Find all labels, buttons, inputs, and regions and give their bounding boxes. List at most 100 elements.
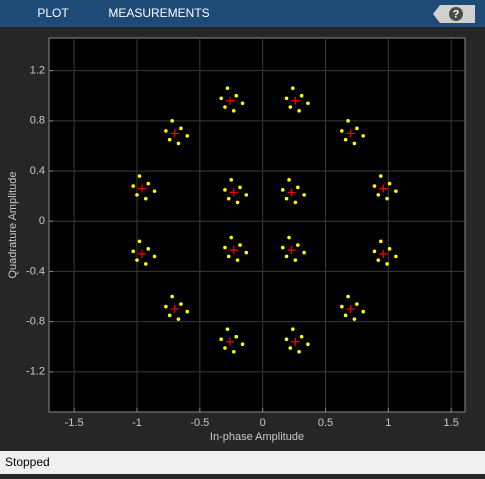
symbol-point bbox=[296, 243, 300, 247]
symbol-point bbox=[219, 96, 223, 101]
symbol-point bbox=[346, 119, 350, 123]
symbol-point bbox=[297, 108, 301, 113]
symbol-point bbox=[284, 96, 289, 101]
symbol-point bbox=[235, 258, 240, 262]
reference-point bbox=[346, 305, 355, 314]
reference-point bbox=[138, 184, 147, 193]
reference-point bbox=[138, 249, 147, 258]
symbol-point bbox=[361, 309, 365, 314]
x-tick-label: -1 bbox=[132, 417, 142, 429]
reference-point bbox=[170, 129, 179, 138]
symbol-point bbox=[291, 327, 295, 331]
symbol-point bbox=[226, 254, 231, 259]
symbol-point bbox=[152, 189, 157, 193]
symbol-point bbox=[288, 346, 293, 350]
symbol-point bbox=[394, 254, 398, 259]
symbol-point bbox=[244, 193, 249, 197]
help-icon bbox=[449, 7, 463, 21]
symbol-point bbox=[167, 137, 172, 142]
x-tick-label: 1 bbox=[385, 417, 391, 429]
symbol-point bbox=[296, 185, 300, 190]
symbol-point bbox=[293, 200, 298, 205]
symbol-point bbox=[284, 254, 289, 259]
toolbar bbox=[0, 0, 485, 27]
x-axis-label: In-phase Amplitude bbox=[210, 431, 304, 443]
reference-point bbox=[170, 305, 179, 314]
x-tick-label: -0.5 bbox=[190, 417, 209, 429]
tab[interactable]: MEASUREMENTS bbox=[108, 6, 209, 20]
reference-point bbox=[379, 249, 388, 258]
symbol-point bbox=[234, 93, 239, 98]
symbol-point bbox=[352, 141, 357, 146]
y-tick-label: -0.4 bbox=[26, 265, 45, 277]
symbol-point bbox=[146, 181, 151, 186]
symbol-point bbox=[287, 178, 291, 182]
symbol-point bbox=[176, 317, 181, 321]
symbol-point bbox=[167, 313, 172, 318]
symbol-point bbox=[302, 193, 306, 197]
symbol-point bbox=[223, 188, 227, 192]
symbol-point bbox=[387, 247, 392, 251]
symbol-point bbox=[355, 126, 359, 131]
symbol-point bbox=[240, 342, 245, 347]
y-tick-label: 0 bbox=[39, 215, 45, 227]
y-tick-label: 1.2 bbox=[30, 65, 45, 77]
symbol-point bbox=[302, 250, 306, 255]
reference-point bbox=[287, 246, 296, 255]
symbol-point bbox=[143, 262, 148, 266]
symbol-point bbox=[343, 313, 348, 318]
y-axis-label: Quadrature Amplitude bbox=[7, 171, 19, 278]
symbol-point bbox=[238, 243, 242, 247]
reference-point bbox=[225, 337, 234, 346]
symbol-point bbox=[343, 137, 348, 142]
symbol-point bbox=[131, 184, 136, 188]
reference-point bbox=[225, 96, 234, 105]
symbol-point bbox=[135, 258, 139, 262]
axes bbox=[48, 37, 466, 413]
symbol-point bbox=[291, 86, 295, 91]
symbol-point bbox=[288, 105, 293, 109]
symbol-point bbox=[376, 193, 381, 197]
help-text[interactable]: ? bbox=[453, 8, 460, 20]
symbol-point bbox=[378, 239, 383, 244]
symbol-point bbox=[225, 86, 230, 91]
reference-point bbox=[229, 246, 238, 255]
reference-point bbox=[229, 188, 238, 197]
symbol-point bbox=[164, 129, 168, 133]
symbol-point bbox=[234, 334, 239, 339]
reference-point bbox=[379, 184, 388, 193]
symbol-point bbox=[231, 349, 236, 354]
tab[interactable]: PLOT bbox=[37, 6, 69, 20]
symbol-point bbox=[299, 93, 304, 98]
y-tick-label: 0.8 bbox=[30, 115, 45, 127]
reference-point bbox=[287, 188, 296, 197]
symbol-point bbox=[385, 196, 389, 201]
symbol-point bbox=[306, 101, 310, 106]
x-tick-label: -1.5 bbox=[65, 417, 84, 429]
symbol-point bbox=[355, 302, 359, 306]
symbol-point bbox=[229, 178, 234, 182]
symbol-point bbox=[164, 304, 168, 309]
symbol-point bbox=[361, 134, 365, 138]
symbol-point bbox=[135, 193, 139, 197]
symbol-point bbox=[143, 196, 148, 201]
x-tick-label: 0.5 bbox=[318, 417, 333, 429]
symbol-point bbox=[394, 189, 398, 193]
symbol-point bbox=[385, 262, 389, 266]
symbol-point bbox=[376, 258, 381, 262]
symbol-point bbox=[185, 134, 190, 138]
symbol-point bbox=[240, 101, 245, 106]
symbol-point bbox=[340, 129, 344, 133]
y-tick-label: -1.2 bbox=[26, 366, 45, 378]
symbol-point bbox=[229, 235, 234, 240]
symbol-point bbox=[284, 337, 289, 342]
symbol-point bbox=[131, 249, 136, 254]
symbol-point bbox=[223, 346, 227, 350]
symbol-point bbox=[235, 200, 240, 205]
symbol-point bbox=[284, 196, 289, 201]
symbol-point bbox=[137, 239, 142, 244]
symbol-point bbox=[152, 254, 157, 259]
symbol-point bbox=[378, 174, 383, 178]
symbol-point bbox=[352, 317, 357, 321]
symbol-point bbox=[346, 294, 350, 299]
